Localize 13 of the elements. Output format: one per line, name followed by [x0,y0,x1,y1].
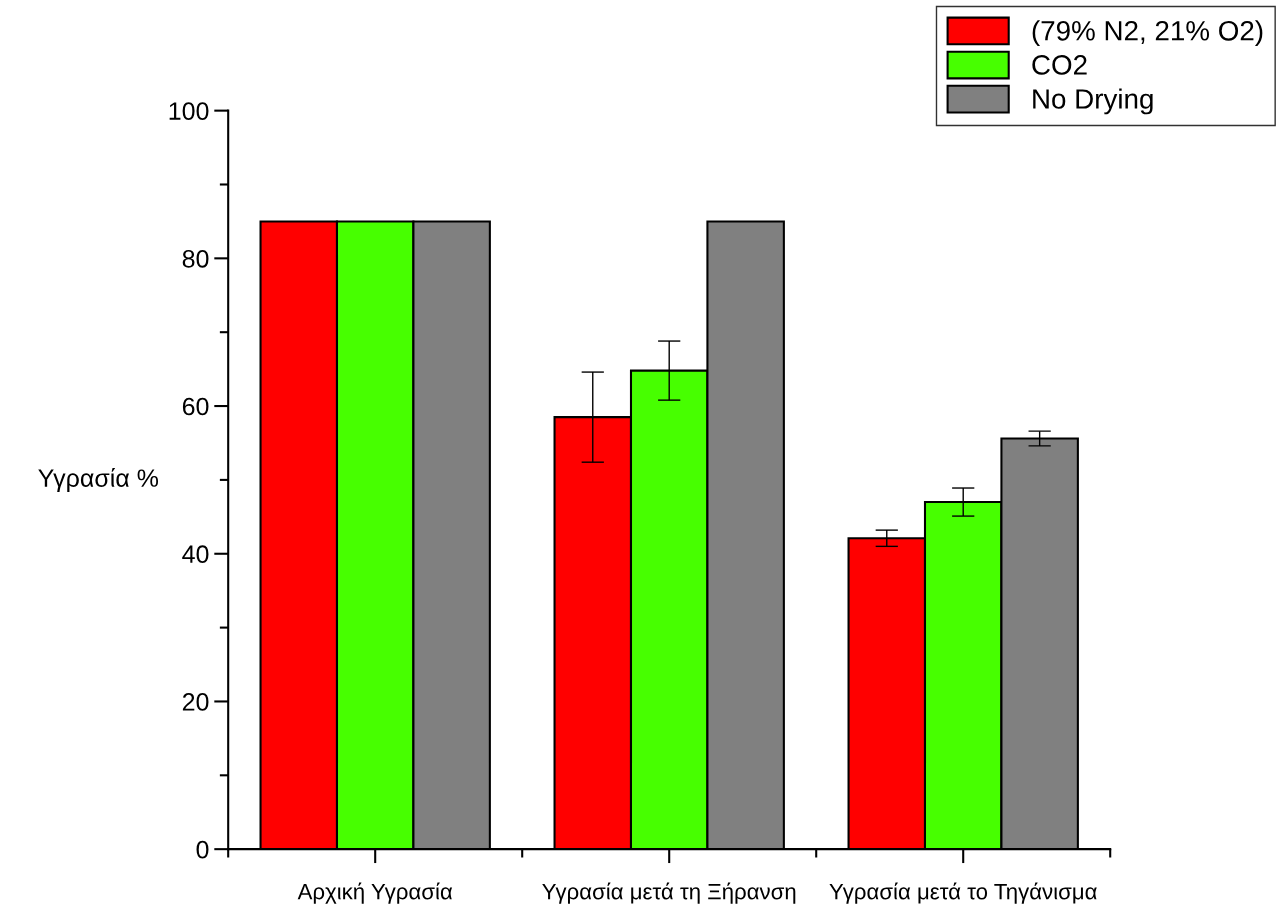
y-tick-label: 80 [182,249,209,268]
y-tick-label: 0 [196,840,209,859]
y-axis-title: Υγρασία % [38,467,159,492]
legend-label: CO2 [1032,55,1087,75]
legend-label: (79% N2, 21% O2) [1032,20,1263,47]
x-tick-label: Αρχική Υγρασία [297,882,453,904]
legend-label: No Drying [1033,88,1153,115]
y-tick-label: 40 [182,545,209,564]
y-tick-label: 20 [182,693,209,711]
x-tick-label: Υγρασία μετά τη Ξήρανση [542,882,796,904]
y-tick-label: 60 [182,397,209,416]
y-tick-label: 100 [169,102,209,120]
x-tick-label: Υγρασία μετά το Τηγάνισμα [829,882,1097,904]
